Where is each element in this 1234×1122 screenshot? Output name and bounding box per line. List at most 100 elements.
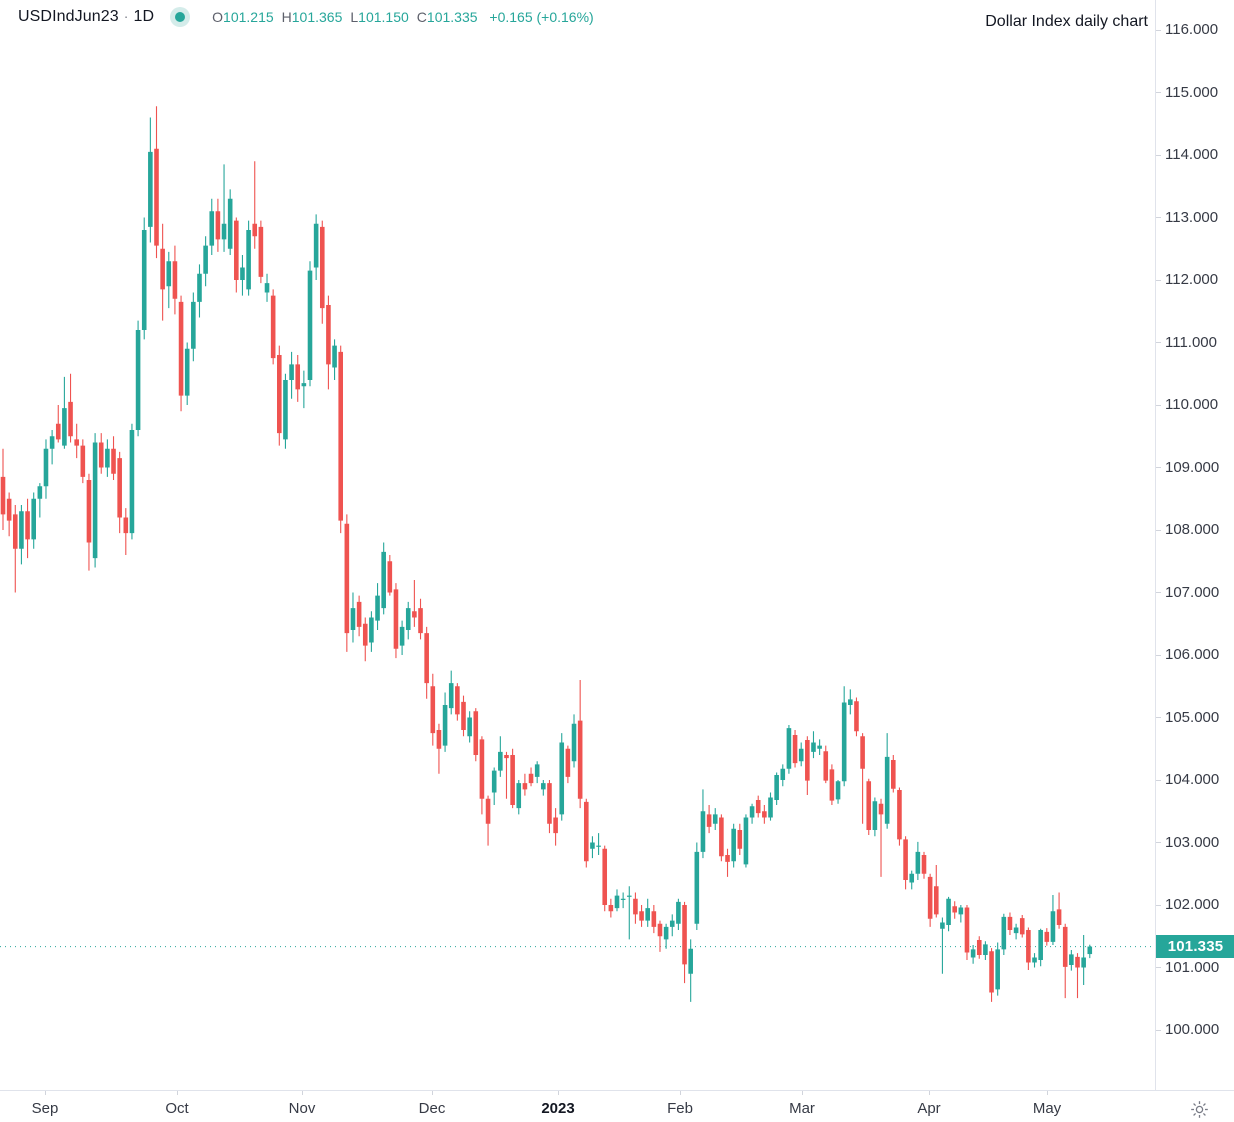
candle[interactable] bbox=[682, 901, 687, 984]
candle[interactable] bbox=[1050, 895, 1056, 945]
candle[interactable] bbox=[577, 680, 583, 809]
candle[interactable] bbox=[798, 742, 804, 767]
candle[interactable] bbox=[25, 498, 30, 559]
candle[interactable] bbox=[295, 355, 301, 402]
candle[interactable] bbox=[725, 848, 730, 877]
candle[interactable] bbox=[976, 936, 982, 959]
candle[interactable] bbox=[964, 905, 970, 960]
candle[interactable] bbox=[614, 889, 620, 912]
candle[interactable] bbox=[473, 708, 479, 762]
candle[interactable] bbox=[504, 751, 509, 799]
candle[interactable] bbox=[841, 686, 847, 787]
candle[interactable] bbox=[277, 345, 282, 446]
candle[interactable] bbox=[952, 901, 957, 919]
candle[interactable] bbox=[712, 808, 718, 830]
candle[interactable] bbox=[105, 439, 110, 477]
candle[interactable] bbox=[479, 736, 485, 815]
candle[interactable] bbox=[209, 198, 215, 255]
candle[interactable] bbox=[651, 905, 657, 934]
candle[interactable] bbox=[700, 789, 706, 859]
candle[interactable] bbox=[626, 886, 632, 940]
candle[interactable] bbox=[749, 803, 755, 824]
candle[interactable] bbox=[215, 198, 221, 252]
candle[interactable] bbox=[160, 223, 165, 321]
candle[interactable] bbox=[940, 917, 945, 974]
candle[interactable] bbox=[448, 670, 454, 715]
candle[interactable] bbox=[669, 914, 675, 937]
candle[interactable] bbox=[191, 292, 196, 362]
candle[interactable] bbox=[755, 795, 761, 818]
candle[interactable] bbox=[584, 798, 589, 868]
candle[interactable] bbox=[12, 505, 18, 593]
candle[interactable] bbox=[184, 342, 190, 406]
candle[interactable] bbox=[356, 595, 362, 637]
candle[interactable] bbox=[731, 823, 736, 868]
candle[interactable] bbox=[123, 508, 129, 555]
price-axis[interactable]: 116.000 115.000 114.000 113.000 112.000 111.0… bbox=[1155, 0, 1234, 1090]
candle[interactable] bbox=[921, 851, 927, 879]
candle[interactable] bbox=[62, 376, 67, 449]
candle[interactable] bbox=[835, 780, 841, 804]
time-axis[interactable]: Sep Oct Nov Dec 2023 Feb Mar Apr May bbox=[0, 1090, 1234, 1122]
symbol-name[interactable]: USDIndJun23 · 1D bbox=[18, 8, 155, 25]
candle[interactable] bbox=[565, 745, 571, 784]
candle[interactable] bbox=[983, 941, 988, 960]
candle[interactable] bbox=[995, 942, 1000, 996]
candle[interactable] bbox=[891, 755, 896, 793]
candle[interactable] bbox=[688, 939, 693, 1002]
candle[interactable] bbox=[418, 598, 423, 640]
candle[interactable] bbox=[234, 217, 239, 293]
candle[interactable] bbox=[958, 905, 964, 923]
candle[interactable] bbox=[344, 514, 350, 652]
candle[interactable] bbox=[98, 433, 104, 474]
candle[interactable] bbox=[1056, 892, 1062, 929]
candle[interactable] bbox=[332, 339, 337, 380]
candle[interactable] bbox=[252, 161, 258, 249]
candle[interactable] bbox=[596, 833, 601, 855]
candle[interactable] bbox=[676, 898, 681, 930]
candle[interactable] bbox=[872, 797, 878, 837]
candle[interactable] bbox=[43, 439, 49, 499]
candle[interactable] bbox=[55, 405, 61, 443]
chart-pane[interactable] bbox=[0, 0, 1155, 1090]
candle[interactable] bbox=[780, 764, 786, 787]
candle[interactable] bbox=[854, 697, 859, 737]
candle[interactable] bbox=[412, 580, 417, 627]
candle[interactable] bbox=[178, 295, 184, 412]
candle[interactable] bbox=[135, 320, 141, 437]
candle[interactable] bbox=[639, 905, 644, 927]
candle[interactable] bbox=[430, 673, 436, 746]
candle[interactable] bbox=[590, 836, 595, 859]
candle[interactable] bbox=[49, 430, 55, 465]
candle[interactable] bbox=[774, 772, 779, 806]
candle[interactable] bbox=[805, 736, 810, 795]
candle[interactable] bbox=[338, 345, 343, 534]
candle[interactable] bbox=[657, 920, 663, 952]
candle[interactable] bbox=[663, 923, 669, 949]
candle[interactable] bbox=[375, 583, 380, 630]
candle[interactable] bbox=[148, 117, 153, 243]
candle[interactable] bbox=[111, 436, 116, 480]
candle[interactable] bbox=[817, 739, 822, 755]
candle[interactable] bbox=[166, 251, 172, 309]
candle[interactable] bbox=[522, 773, 528, 796]
candle[interactable] bbox=[848, 689, 853, 715]
candle[interactable] bbox=[989, 948, 994, 1002]
candle[interactable] bbox=[737, 823, 743, 855]
candle[interactable] bbox=[442, 692, 448, 752]
candle[interactable] bbox=[510, 748, 515, 809]
candle[interactable] bbox=[246, 220, 251, 296]
candle[interactable] bbox=[970, 945, 976, 964]
candle[interactable] bbox=[289, 351, 294, 399]
candle[interactable] bbox=[393, 583, 399, 659]
candle[interactable] bbox=[1087, 944, 1093, 959]
candle[interactable] bbox=[424, 626, 429, 699]
candle[interactable] bbox=[1001, 913, 1007, 955]
candle[interactable] bbox=[326, 295, 331, 390]
candle[interactable] bbox=[946, 896, 951, 932]
candle[interactable] bbox=[743, 814, 749, 868]
candle[interactable] bbox=[399, 620, 405, 655]
candle[interactable] bbox=[258, 220, 264, 284]
candle[interactable] bbox=[915, 841, 921, 880]
candle[interactable] bbox=[6, 492, 12, 537]
